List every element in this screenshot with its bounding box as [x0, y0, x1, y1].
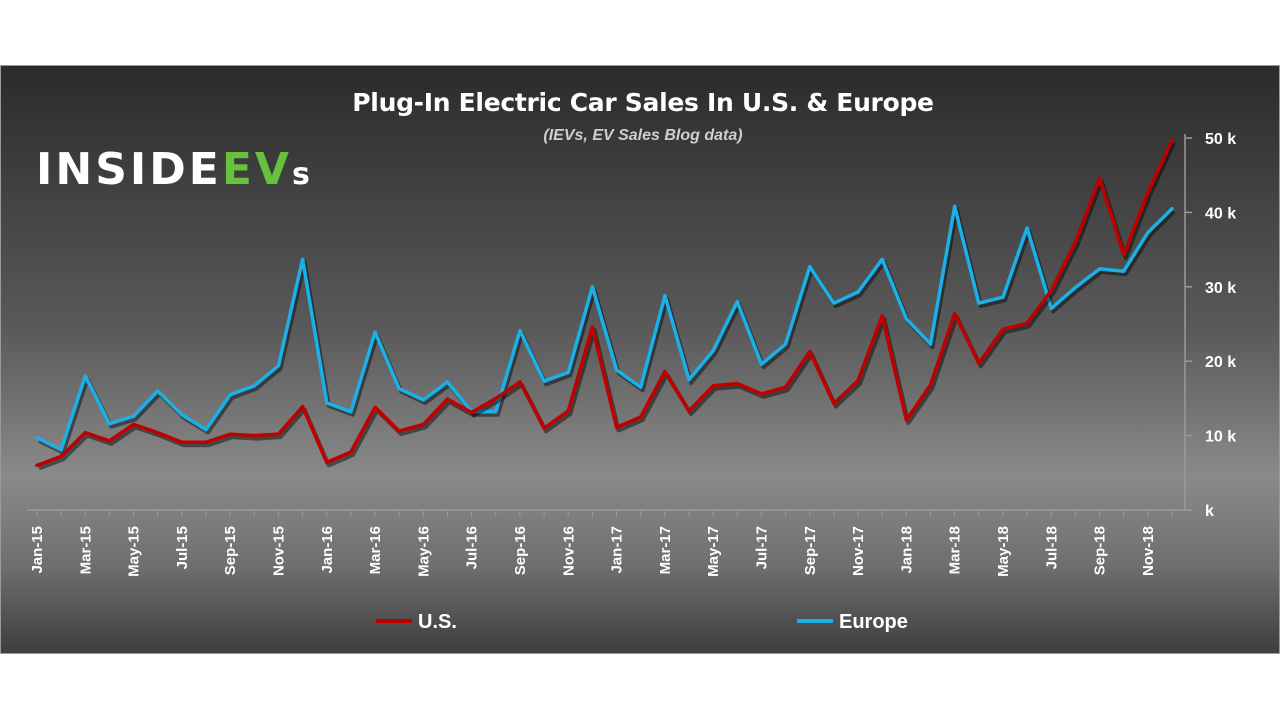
- chart-title: Plug-In Electric Car Sales In U.S. & Eur…: [352, 88, 934, 117]
- x-tick-label: Jan-16: [319, 526, 336, 574]
- x-tick-label: Mar-15: [77, 526, 94, 574]
- legend-us-label: U.S.: [418, 611, 457, 633]
- logo-text-s: s: [291, 157, 310, 192]
- chart-subtitle: (IEVs, EV Sales Blog data): [543, 127, 743, 144]
- x-tick-label: Sep-18: [1092, 526, 1109, 575]
- x-tick-label: Jul-17: [753, 526, 770, 569]
- y-tick-label: 30 k: [1205, 280, 1236, 297]
- x-tick-label: May-18: [995, 526, 1012, 577]
- x-tick-label: Jul-15: [174, 526, 191, 569]
- x-tick-label: May-15: [126, 526, 143, 577]
- x-tick-label: Nov-16: [560, 526, 577, 576]
- x-tick-label: Jan-18: [898, 526, 915, 574]
- y-tick-label: 50 k: [1205, 131, 1236, 148]
- series-us-line: [35, 138, 1174, 468]
- x-tick-label: Jan-15: [29, 526, 46, 574]
- logo-text-ev: EV: [221, 144, 292, 195]
- x-tick-label: Sep-17: [802, 526, 819, 575]
- y-tick-label: 20 k: [1205, 354, 1236, 371]
- x-tick-label: Nov-15: [270, 526, 287, 576]
- y-tick-label: 10 k: [1205, 429, 1236, 446]
- logo-text-inside: INSIDE: [36, 144, 222, 195]
- x-tick-label: Jul-18: [1043, 526, 1060, 569]
- series-us-shadow: [38, 142, 1176, 471]
- x-tick-label: Jul-16: [464, 526, 481, 569]
- chart-panel: [0, 65, 1280, 654]
- x-tick-label: Sep-16: [512, 526, 529, 575]
- x-tick-label: Sep-15: [222, 526, 239, 575]
- x-tick-label: Jan-17: [609, 526, 626, 574]
- y-tick-label: 40 k: [1205, 205, 1236, 222]
- x-tick-label: May-16: [415, 526, 432, 577]
- x-tick-label: Mar-16: [367, 526, 384, 574]
- series-europe-line: [35, 204, 1174, 452]
- x-tick-label: Mar-18: [947, 526, 964, 574]
- x-tick-label: Mar-17: [657, 526, 674, 574]
- x-tick-label: Nov-17: [850, 526, 867, 576]
- x-tick-label: Nov-18: [1140, 526, 1157, 576]
- legend-europe-label: Europe: [839, 611, 908, 633]
- x-tick-label: May-17: [705, 526, 722, 577]
- y-tick-label: k: [1205, 503, 1214, 520]
- insideevs-logo: INSIDEEVs: [36, 146, 310, 199]
